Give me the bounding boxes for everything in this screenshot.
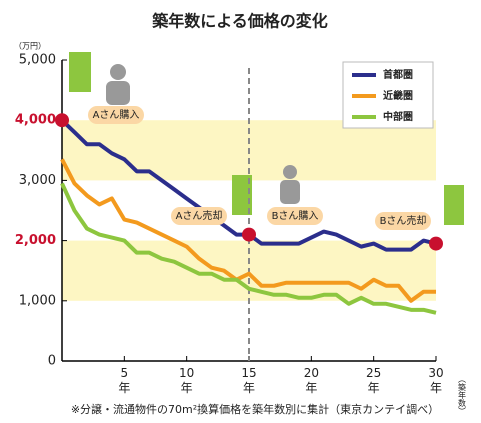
- chart: 築年数による価格の変化 （万円） （築年数） ※分譲・流通物件の70m²換算価格…: [0, 0, 481, 423]
- highlight-point: [55, 113, 69, 127]
- x-axis-label: （築年数）: [458, 375, 467, 415]
- annotation: Aさん売却: [176, 209, 223, 222]
- annotation: Bさん購入: [272, 209, 319, 222]
- annotation: Bさん売却: [380, 214, 427, 227]
- y-tick-label: 5,000: [19, 53, 56, 68]
- footnote: ※分譲・流通物件の70m²換算価格を築年数別に集計（東京カンテイ調べ）: [71, 402, 439, 416]
- annotation: Aさん購入: [93, 108, 140, 121]
- legend-label: 近畿圏: [383, 89, 413, 102]
- highlight-point: [429, 237, 443, 251]
- chart-title: 築年数による価格の変化: [151, 12, 328, 31]
- y-tick-label: 1,000: [19, 293, 56, 308]
- y-tick-label: 2,000: [15, 233, 56, 248]
- highlight-point: [242, 228, 256, 242]
- y-unit: （万円）: [14, 42, 46, 51]
- legend-label: 首都圏: [383, 68, 413, 81]
- y-tick-label: 4,000: [15, 113, 56, 128]
- y-tick-label: 0: [48, 354, 56, 369]
- legend-label: 中部圏: [383, 110, 413, 123]
- y-tick-label: 3,000: [19, 173, 56, 188]
